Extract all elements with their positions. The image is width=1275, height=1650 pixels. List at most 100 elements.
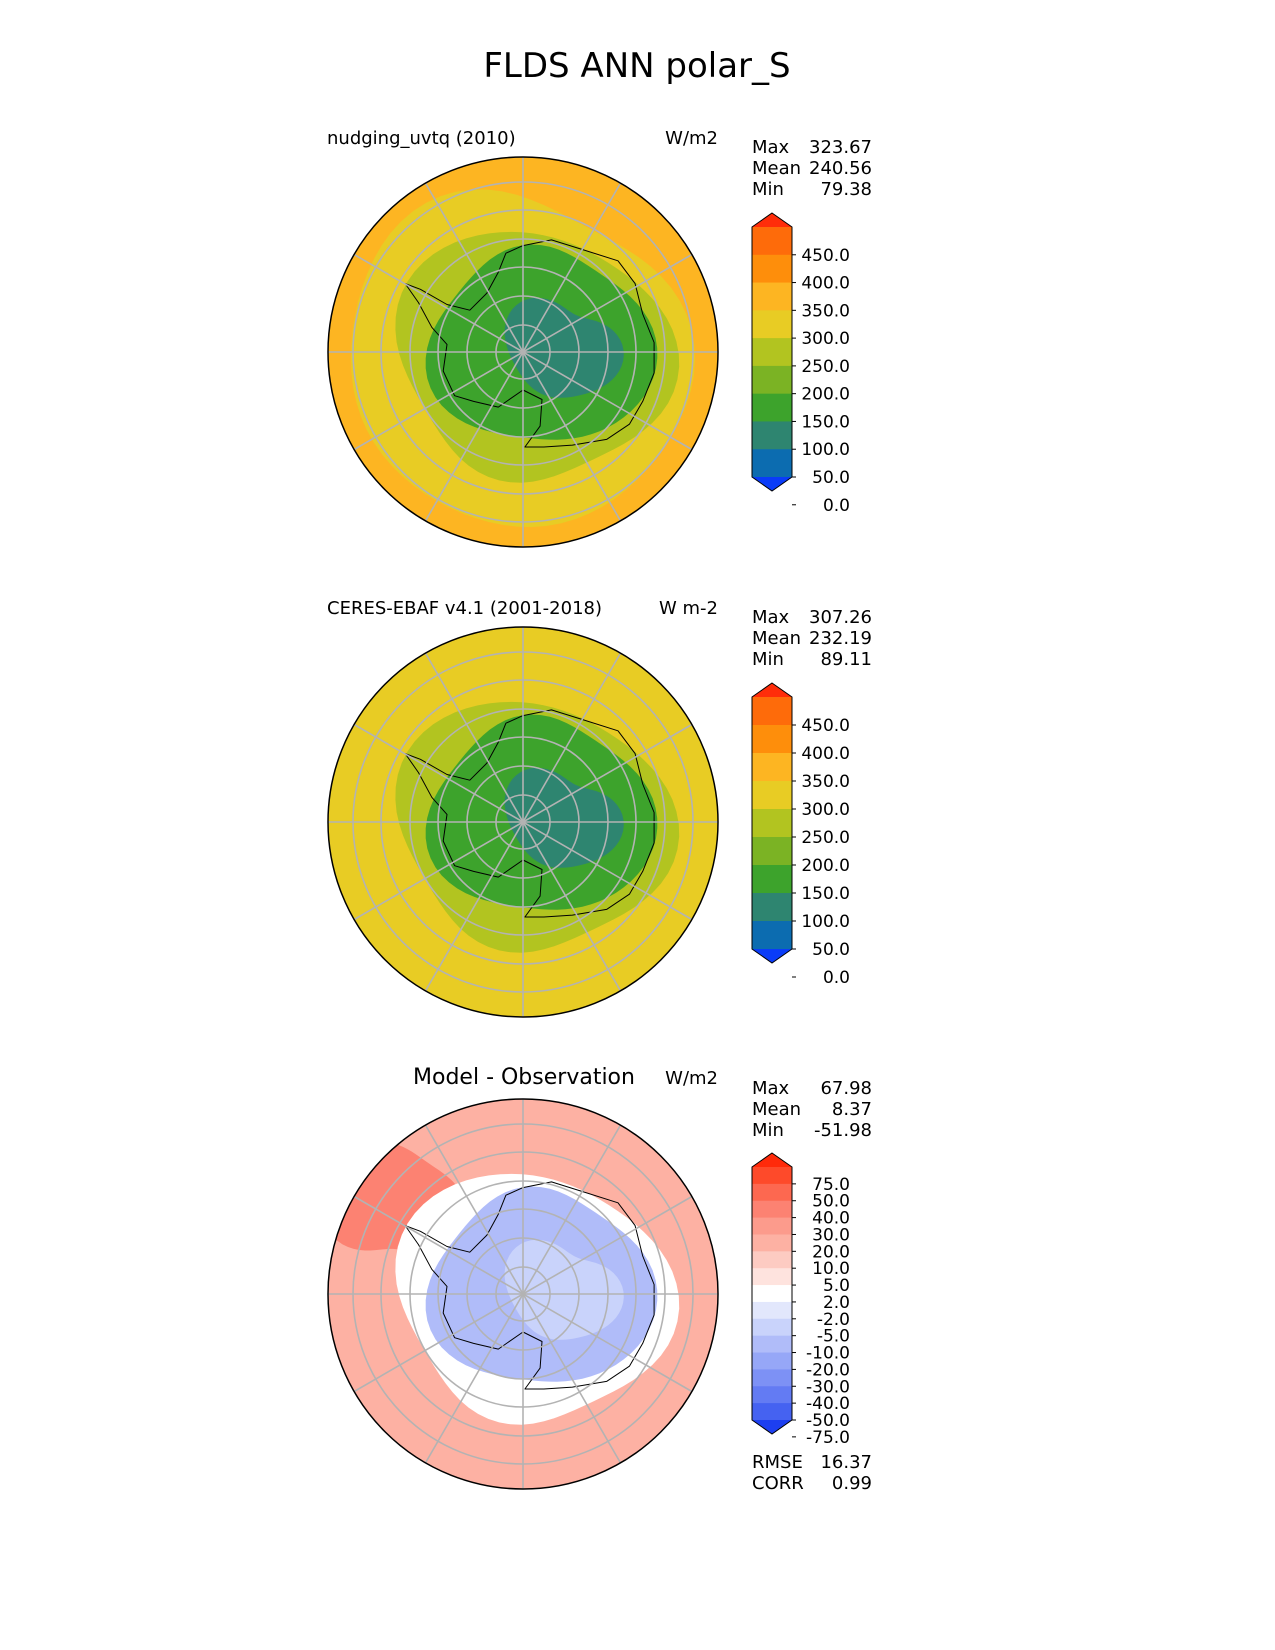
panels: nudging_uvtq (2010) W/m2 Max 323.67 Mean 240.… bbox=[327, 128, 872, 1494]
colorbar-swatch bbox=[752, 1200, 792, 1219]
colorbar-swatch bbox=[752, 1183, 792, 1202]
colorbar-swatch bbox=[752, 365, 792, 395]
colorbar-tick-label: -40.0 bbox=[806, 1394, 850, 1414]
stat-label-mean: Mean bbox=[752, 158, 801, 179]
colorbar-tick-label: 50.0 bbox=[812, 1192, 850, 1212]
colorbar-outline bbox=[751, 682, 793, 964]
colorbar-outline bbox=[751, 212, 793, 492]
colorbar-swatch bbox=[752, 753, 792, 782]
stat-label-min: Min bbox=[752, 179, 784, 200]
colorbar-tick-label: 2.0 bbox=[823, 1293, 850, 1313]
colorbar-tick-label: -2.0 bbox=[817, 1310, 850, 1330]
colorbar-swatch bbox=[752, 1217, 792, 1235]
colorbar-tick-label: 200.0 bbox=[801, 385, 850, 405]
colorbar-swatch bbox=[752, 781, 792, 810]
panel-units: W m-2 bbox=[659, 598, 718, 619]
colorbar-tick-label: 450.0 bbox=[801, 246, 850, 266]
stat-label-max: Max bbox=[752, 607, 790, 628]
colorbar-swatch bbox=[752, 227, 792, 256]
colorbar-extend-max bbox=[752, 213, 792, 227]
colorbar-swatch bbox=[752, 921, 792, 950]
colorbar-swatch bbox=[752, 1335, 792, 1354]
stat-value-min: -51.98 bbox=[814, 1120, 872, 1141]
colorbar-swatch bbox=[752, 1403, 792, 1421]
coastline bbox=[404, 239, 655, 448]
graticule bbox=[328, 627, 718, 1017]
colorbar-tick-label: 400.0 bbox=[801, 744, 850, 764]
colorbar-tick-label: -50.0 bbox=[806, 1411, 850, 1431]
colorbar-tick-label: 450.0 bbox=[801, 716, 850, 736]
colorbar-swatch bbox=[752, 1318, 792, 1337]
panel-title: CERES-EBAF v4.1 (2001-2018) bbox=[327, 598, 602, 619]
map-field bbox=[328, 157, 718, 547]
stat-label-corr: CORR bbox=[752, 1473, 804, 1494]
colorbar-tick-label: 10.0 bbox=[812, 1259, 850, 1279]
figure-title: FLDS ANN polar_S bbox=[483, 46, 790, 86]
colorbar: 450.0 400.0 350.0 300.0 250.0 200.0 150.0 100.0… bbox=[751, 682, 850, 988]
colorbar-tick-label: 200.0 bbox=[801, 856, 850, 876]
stat-label-rmse: RMSE bbox=[752, 1452, 803, 1473]
colorbar-tick-label: 40.0 bbox=[812, 1209, 850, 1229]
colorbar-extend-max bbox=[752, 683, 792, 697]
colorbar-tick-label: 0.0 bbox=[823, 968, 850, 988]
colorbar-swatch bbox=[752, 697, 792, 726]
colorbar-swatch bbox=[752, 1167, 792, 1185]
stat-label-max: Max bbox=[752, 137, 790, 158]
colorbar-swatch bbox=[752, 1234, 792, 1252]
colorbar-tick-label: -30.0 bbox=[806, 1377, 850, 1397]
colorbar-swatch bbox=[752, 865, 792, 894]
map-panel-1: nudging_uvtq (2010) W/m2 Max 323.67 Mean 240.… bbox=[327, 128, 872, 548]
graticule bbox=[328, 157, 718, 547]
colorbar-tick-label: 50.0 bbox=[812, 940, 850, 960]
colorbar-tick-label: -75.0 bbox=[806, 1428, 850, 1448]
colorbar-tick-label: 400.0 bbox=[801, 274, 850, 294]
stat-value-mean: 232.19 bbox=[809, 628, 872, 649]
map-boundary bbox=[327, 1098, 719, 1490]
colorbar-outline bbox=[751, 1152, 793, 1435]
colorbar-tick-label: 0.0 bbox=[823, 496, 850, 516]
map-panel-3: Model - Observation W/m2 Max 67.98 Mean 8.37 M… bbox=[327, 1065, 872, 1494]
stat-value-rmse: 16.37 bbox=[820, 1452, 872, 1473]
colorbar-tick-label: 350.0 bbox=[801, 301, 850, 321]
stat-value-max: 323.67 bbox=[809, 137, 872, 158]
colorbar-swatch bbox=[752, 1301, 792, 1320]
colorbar-tick-label: -10.0 bbox=[806, 1344, 850, 1364]
stat-label-max: Max bbox=[752, 1078, 790, 1099]
colorbar: 450.0 400.0 350.0 300.0 250.0 200.0 150.0 100.0… bbox=[751, 212, 850, 516]
colorbar-swatch bbox=[752, 254, 792, 284]
colorbar-swatch bbox=[752, 809, 792, 838]
colorbar-tick-label: 30.0 bbox=[812, 1225, 850, 1245]
map-field bbox=[328, 1099, 718, 1489]
colorbar-swatch bbox=[752, 1386, 792, 1404]
colorbar-extend-min bbox=[752, 477, 792, 491]
colorbar-tick-label: 250.0 bbox=[801, 357, 850, 377]
stat-label-min: Min bbox=[752, 649, 784, 670]
colorbar-swatch bbox=[752, 893, 792, 922]
panel-units: W/m2 bbox=[665, 1068, 718, 1089]
colorbar-tick-label: 300.0 bbox=[801, 800, 850, 820]
colorbar-swatch bbox=[752, 421, 792, 450]
colorbar-extend-max bbox=[752, 1153, 792, 1167]
colorbar-swatch bbox=[752, 1369, 792, 1387]
map-field bbox=[328, 627, 718, 1017]
colorbar-extend-min bbox=[752, 949, 792, 963]
stat-label-min: Min bbox=[752, 1120, 784, 1141]
colorbar-tick-label: 300.0 bbox=[801, 329, 850, 349]
colorbar-swatch bbox=[752, 725, 792, 754]
colorbar-swatch bbox=[752, 449, 792, 478]
graticule bbox=[328, 1099, 718, 1489]
stat-value-corr: 0.99 bbox=[832, 1473, 872, 1494]
colorbar-tick-label: 250.0 bbox=[801, 828, 850, 848]
colorbar-tick-label: 20.0 bbox=[812, 1242, 850, 1262]
colorbar-swatch bbox=[752, 1352, 792, 1370]
colorbar-extend-min bbox=[752, 1420, 792, 1434]
stat-value-mean: 8.37 bbox=[832, 1099, 872, 1120]
map-boundary bbox=[327, 156, 719, 548]
colorbar-swatch bbox=[752, 1268, 792, 1286]
colorbar-tick-label: 50.0 bbox=[812, 468, 850, 488]
stat-label-mean: Mean bbox=[752, 1099, 801, 1120]
colorbar-swatch bbox=[752, 837, 792, 866]
colorbar-tick-label: 150.0 bbox=[801, 884, 850, 904]
stat-value-min: 79.38 bbox=[820, 179, 872, 200]
